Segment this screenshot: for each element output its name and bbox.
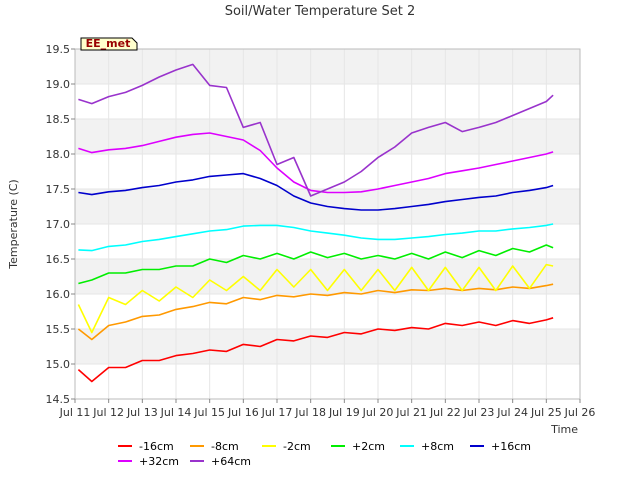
series-line-+32cm (78, 132, 554, 194)
y-tick-label: 14.5 (46, 393, 71, 406)
plot-band (75, 294, 580, 329)
legend-label: -8cm (211, 440, 239, 453)
x-tick-label: Jul 13 (126, 406, 158, 419)
x-tick-label: Jul 24 (496, 406, 528, 419)
y-axis-label: Temperature (C) (7, 179, 20, 269)
x-tick-label: Jul 12 (92, 406, 124, 419)
chart-title: Soil/Water Temperature Set 2 (225, 4, 416, 19)
x-tick-label: Jul 23 (463, 406, 495, 419)
y-tick-label: 17.5 (46, 183, 71, 196)
series-line-+64cm (78, 63, 554, 197)
x-tick-label: Jul 26 (564, 406, 596, 419)
plot-band (75, 364, 580, 399)
x-tick-label: Jul 20 (362, 406, 394, 419)
x-tick-label: Jul 22 (429, 406, 461, 419)
legend: -16cm -8cm -2cm +2cm +8cm +16cm +32cm +64cm (118, 440, 531, 468)
station-badge: EE_met (80, 37, 138, 51)
x-axis: Jul 11 Jul 12 Jul 13 Jul 14 Jul 15 Jul 16 Jul … (59, 399, 596, 419)
legend-label: +2cm (352, 440, 385, 453)
plot-band (75, 224, 580, 259)
series-line-+8cm (78, 223, 554, 252)
y-tick-label: 16.5 (46, 253, 71, 266)
x-tick-label: Jul 14 (160, 406, 192, 419)
legend-label: +64cm (211, 455, 251, 468)
y-tick-label: 19.0 (46, 78, 71, 91)
plot-background (75, 49, 580, 399)
y-tick-label: 18.5 (46, 113, 71, 126)
series-line-+2cm (78, 244, 554, 285)
x-tick-label: Jul 11 (59, 406, 91, 419)
plot-band (75, 49, 580, 84)
x-tick-label: Jul 25 (530, 406, 562, 419)
series-line--16cm (77, 317, 554, 383)
legend-label: +32cm (139, 455, 179, 468)
legend-label: +16cm (491, 440, 531, 453)
y-tick-label: 18.0 (46, 148, 71, 161)
station-badge-box (80, 37, 138, 51)
x-axis-label: Time (550, 423, 578, 436)
legend-label: +8cm (421, 440, 454, 453)
plot-band (75, 259, 580, 294)
plot-band (75, 84, 580, 119)
y-tick-label: 19.5 (46, 43, 71, 56)
x-tick-label: Jul 19 (328, 406, 360, 419)
legend-label: -2cm (283, 440, 311, 453)
y-tick-label: 16.0 (46, 288, 71, 301)
legend-label: -16cm (139, 440, 174, 453)
plot-band (75, 119, 580, 154)
x-tick-label: Jul 15 (193, 406, 225, 419)
y-tick-label: 15.0 (46, 358, 71, 371)
y-tick-label: 15.5 (46, 323, 71, 336)
series-group (77, 63, 554, 383)
series-line--2cm (77, 263, 554, 334)
x-tick-label: Jul 16 (227, 406, 259, 419)
plot-band (75, 154, 580, 189)
x-tick-label: Jul 18 (294, 406, 326, 419)
x-tick-label: Jul 21 (395, 406, 427, 419)
series-line-+16cm (78, 172, 554, 211)
x-tick-label: Jul 17 (261, 406, 293, 419)
plot-band (75, 329, 580, 364)
series-line--8cm (77, 283, 554, 341)
station-badge-label: EE_met (86, 37, 131, 50)
y-tick-label: 17.0 (46, 218, 71, 231)
y-axis: 14.5 15.0 15.5 16.0 16.5 17.0 17.5 18.0 18.5 19.0… (46, 43, 75, 406)
